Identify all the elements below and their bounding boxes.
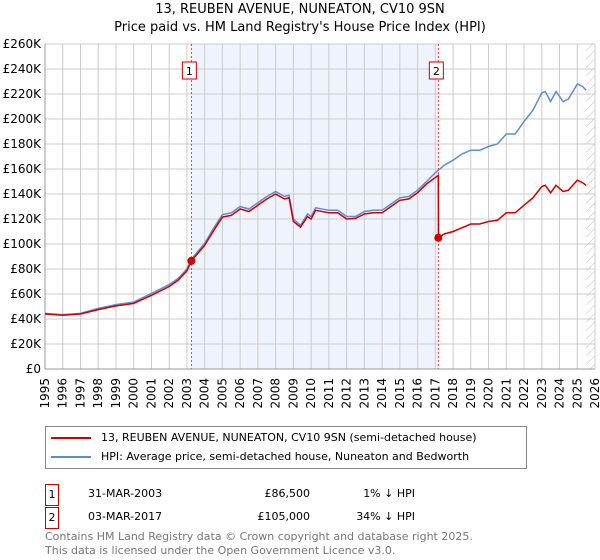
x-tick-label: 2009 bbox=[286, 378, 300, 409]
legend-label-property: 13, REUBEN AVENUE, NUNEATON, CV10 9SN (s… bbox=[101, 431, 477, 444]
transaction-hpi-diff: 34% ↓ HPI bbox=[356, 510, 415, 523]
chart-title: 13, REUBEN AVENUE, NUNEATON, CV10 9SN bbox=[155, 2, 445, 17]
y-tick-label: £60K bbox=[10, 287, 42, 301]
sale-badge-box bbox=[181, 61, 197, 80]
transaction-badge: 1 bbox=[45, 484, 59, 506]
x-tick-label: 2010 bbox=[304, 378, 318, 409]
x-tick-label: 1998 bbox=[91, 378, 105, 409]
x-tick-label: 2020 bbox=[482, 378, 496, 409]
y-tick-label: £200K bbox=[3, 112, 43, 126]
x-tick-label: 2002 bbox=[162, 378, 176, 409]
x-tick-label: 2004 bbox=[198, 378, 212, 409]
chart-legend: 13, REUBEN AVENUE, NUNEATON, CV10 9SN (s… bbox=[45, 426, 527, 469]
x-tick-label: 2024 bbox=[553, 378, 567, 409]
transaction-row: 1 31-MAR-2003 £86,500 1% ↓ HPI bbox=[45, 484, 415, 506]
transaction-hpi-diff: 1% ↓ HPI bbox=[363, 487, 415, 500]
y-tick-label: £160K bbox=[3, 162, 43, 176]
sale-point bbox=[434, 233, 443, 242]
x-tick-label: 1997 bbox=[73, 378, 87, 409]
x-tick-label: 2025 bbox=[570, 378, 584, 409]
x-tick-label: 2021 bbox=[499, 378, 513, 409]
price-chart: £0 £20K £40K £60K £80K £100K £120K £140K £160K £1… bbox=[3, 37, 600, 409]
y-tick-label: £100K bbox=[3, 237, 43, 251]
transaction-date: 03-MAR-2017 bbox=[88, 510, 163, 523]
transaction-row: 2 03-MAR-2017 £105,000 34% ↓ HPI bbox=[45, 507, 415, 529]
x-tick-label: 2008 bbox=[269, 378, 283, 409]
x-tick-label: 1999 bbox=[109, 378, 123, 409]
footer-licence: This data is licensed under the Open Gov… bbox=[45, 544, 396, 557]
sale-badge-box bbox=[428, 61, 444, 80]
legend-label-hpi: HPI: Average price, semi-detached house,… bbox=[101, 450, 470, 463]
y-tick-label: £0 bbox=[26, 362, 41, 376]
y-tick-label: £120K bbox=[3, 212, 43, 226]
sale-point bbox=[187, 256, 196, 265]
y-tick-label: £80K bbox=[10, 262, 42, 276]
x-tick-label: 2016 bbox=[411, 378, 425, 409]
chart-subtitle: Price paid vs. HM Land Registry's House … bbox=[114, 20, 486, 35]
x-tick-label: 2011 bbox=[322, 378, 336, 409]
x-tick-label: 2006 bbox=[233, 378, 247, 409]
x-tick-label: 2012 bbox=[340, 378, 354, 409]
x-tick-label: 2000 bbox=[127, 378, 141, 409]
y-tick-label: £220K bbox=[3, 87, 43, 101]
transaction-price: £86,500 bbox=[264, 487, 311, 500]
transaction-price: £105,000 bbox=[257, 510, 311, 523]
x-tick-label: 1995 bbox=[38, 378, 52, 409]
x-tick-label: 2015 bbox=[393, 378, 407, 409]
y-tick-label: £140K bbox=[3, 187, 43, 201]
footer-copyright: Contains HM Land Registry data © Crown c… bbox=[45, 530, 473, 543]
x-tick-label: 2014 bbox=[375, 378, 389, 409]
y-tick-label: £260K bbox=[3, 37, 43, 51]
x-tick-label: 2003 bbox=[180, 378, 194, 409]
y-tick-label: £180K bbox=[3, 137, 43, 151]
x-tick-label: 2007 bbox=[251, 378, 265, 409]
x-tick-label: 2001 bbox=[144, 378, 158, 409]
legend-swatch-hpi bbox=[51, 456, 91, 458]
ownership-period-shading bbox=[191, 44, 439, 369]
y-tick-label: £40K bbox=[10, 312, 42, 326]
footer: Contains HM Land Registry data © Crown c… bbox=[45, 530, 473, 558]
x-tick-label: 2026 bbox=[588, 378, 600, 409]
x-tick-label: 2017 bbox=[428, 378, 442, 409]
x-tick-label: 1996 bbox=[56, 378, 70, 409]
transaction-date: 31-MAR-2003 bbox=[88, 487, 163, 500]
x-tick-label: 2005 bbox=[215, 378, 229, 409]
x-tick-label: 2018 bbox=[446, 378, 460, 409]
sale-badge-label: 2 bbox=[433, 65, 440, 78]
y-tick-label: £20K bbox=[10, 337, 42, 351]
legend-swatch-property bbox=[51, 437, 91, 439]
x-tick-label: 2022 bbox=[517, 378, 531, 409]
x-tick-label: 2019 bbox=[464, 378, 478, 409]
sale-badge-label: 1 bbox=[186, 65, 193, 78]
y-tick-label: £240K bbox=[3, 62, 43, 76]
x-tick-label: 2023 bbox=[535, 378, 549, 409]
forecast-hatch bbox=[586, 44, 595, 369]
x-tick-label: 2013 bbox=[357, 378, 371, 409]
transaction-badge: 2 bbox=[45, 507, 59, 529]
